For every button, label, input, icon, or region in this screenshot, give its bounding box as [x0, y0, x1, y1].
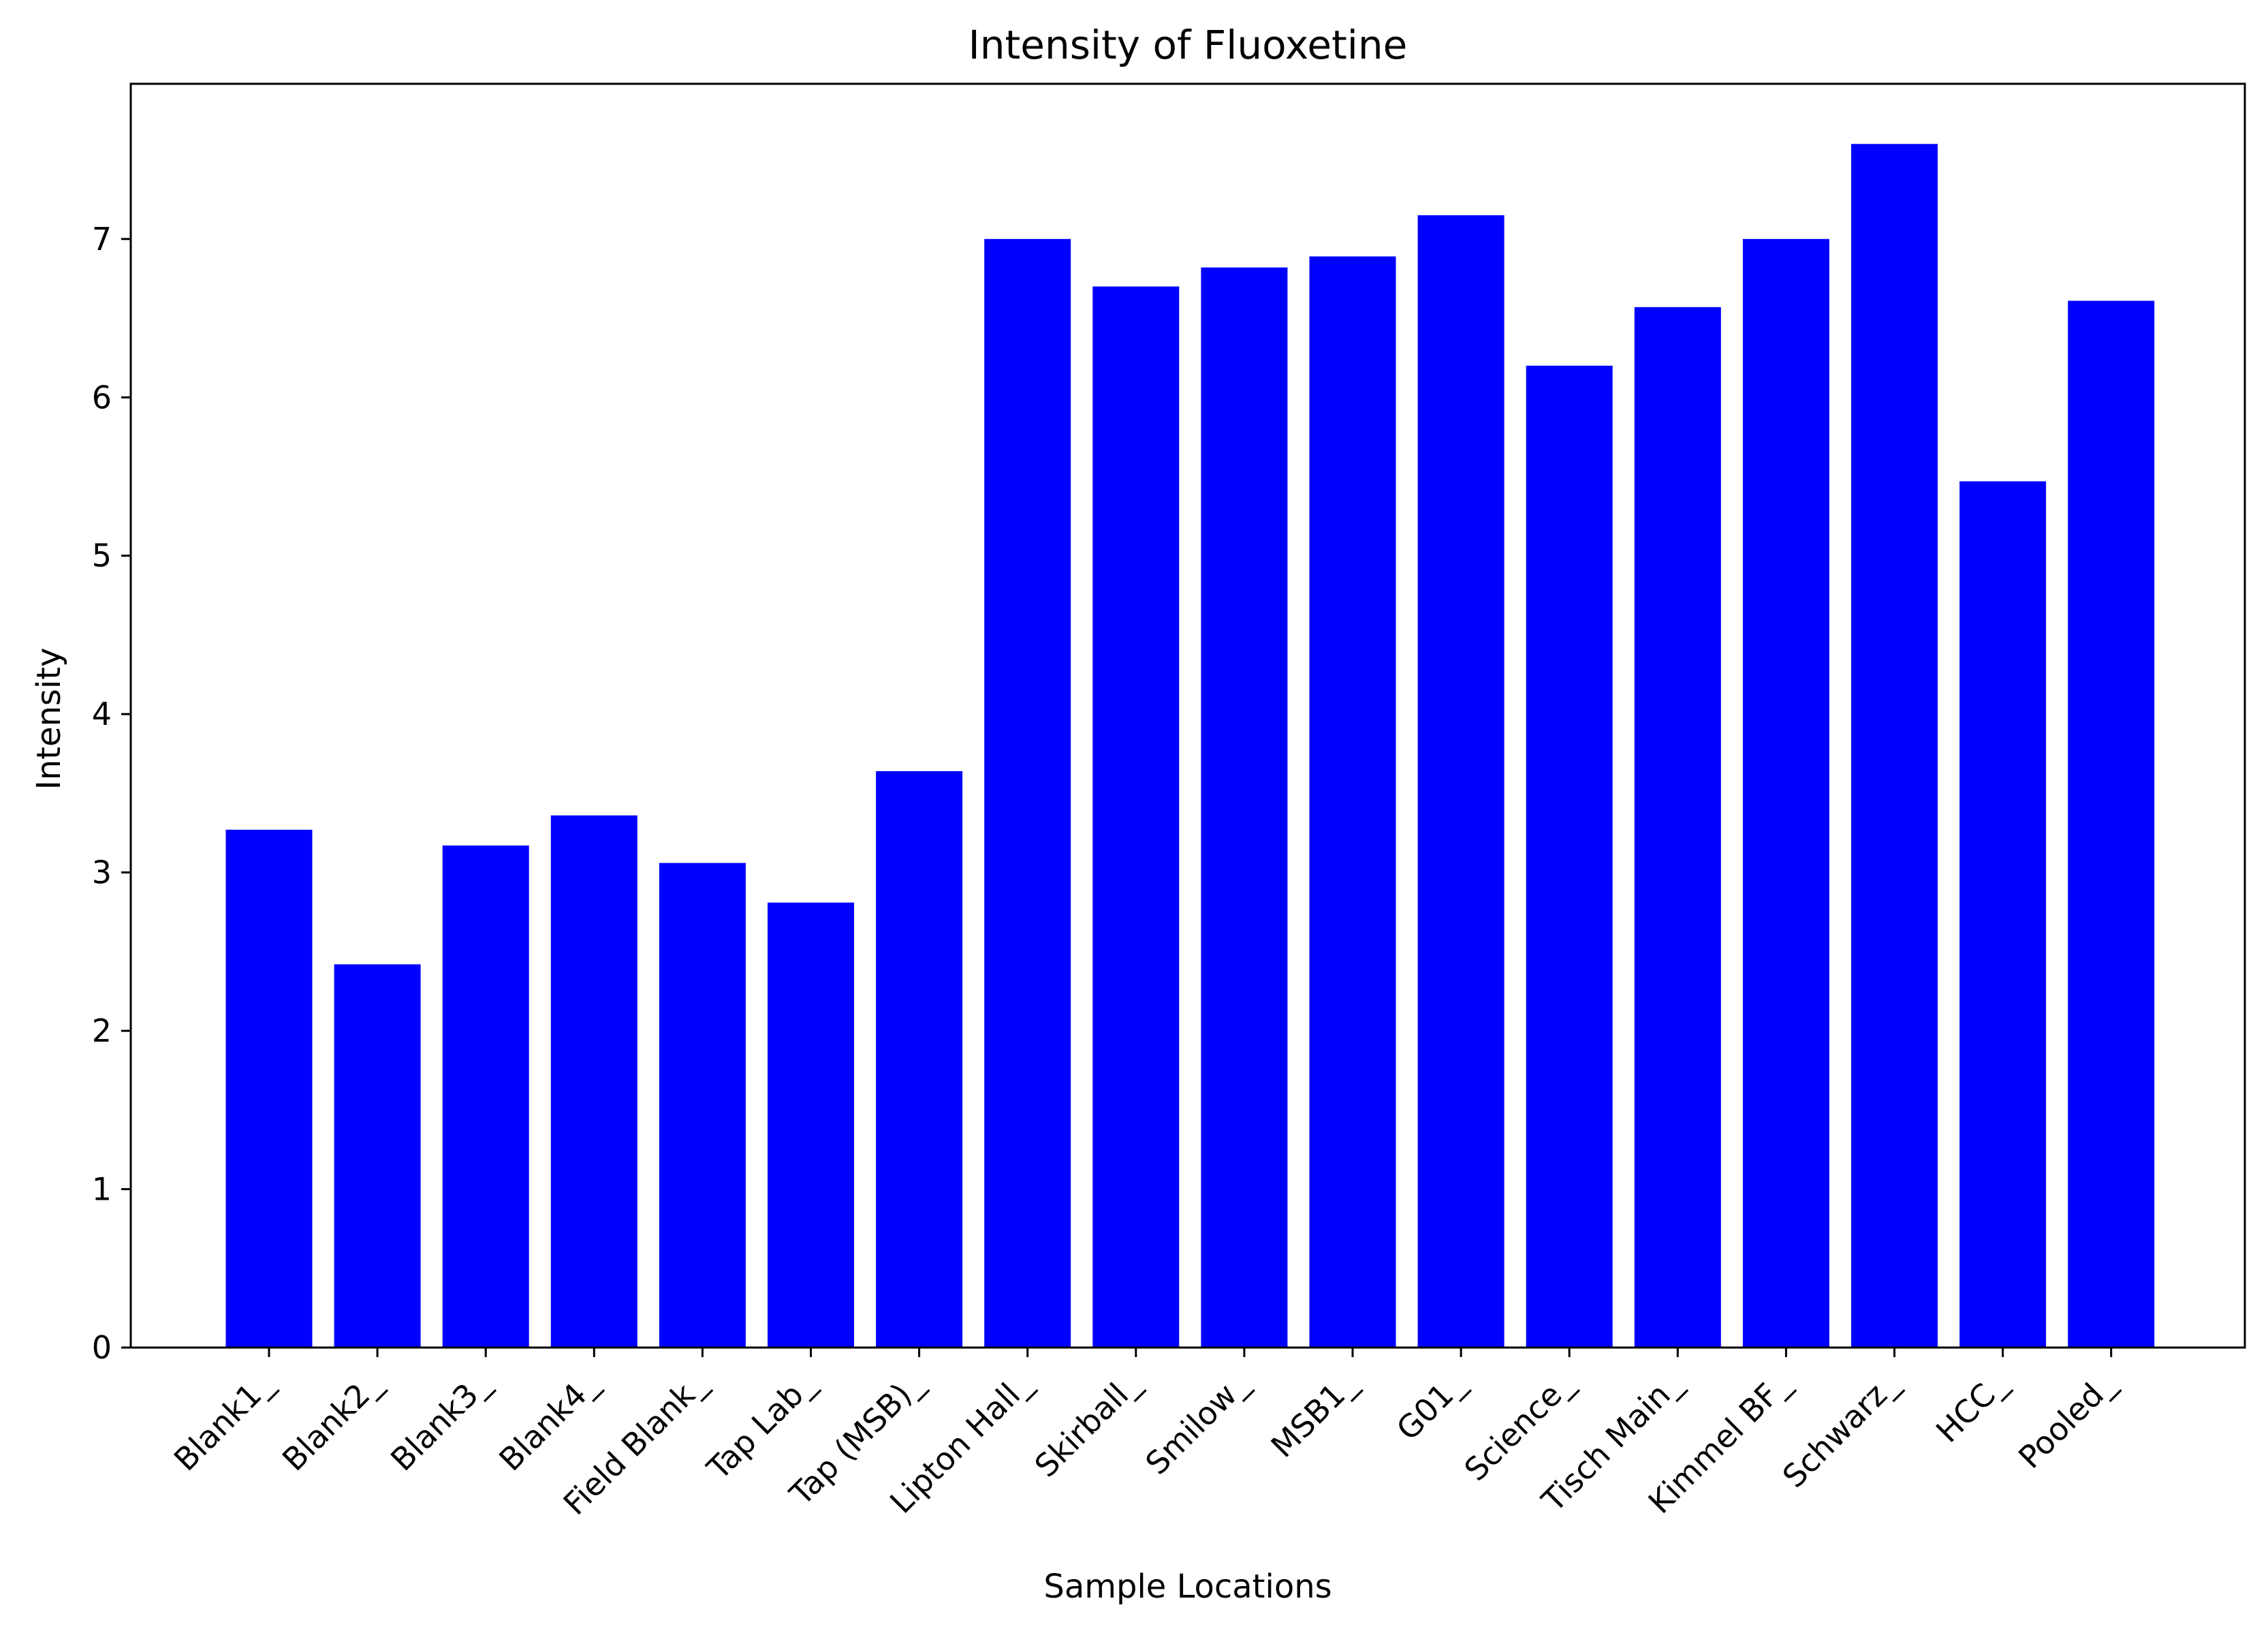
y-tick-label: 1: [92, 1171, 112, 1208]
plot-frame: [129, 82, 2246, 1349]
y-tick-label: 2: [92, 1012, 112, 1049]
bar-msb1: [1309, 256, 1396, 1348]
x-tick-label: Blank4_: [492, 1365, 605, 1478]
bar-schwarz: [1851, 144, 1938, 1348]
bar-smilow: [1201, 267, 1288, 1348]
bar-hcc: [1959, 481, 2047, 1348]
y-tick-label: 5: [92, 538, 112, 574]
x-tick-label: Blank1_: [167, 1365, 281, 1478]
bar-kimmel-bf: [1742, 238, 1829, 1348]
bar-tap-msb: [876, 771, 963, 1348]
bars-group: [225, 144, 2155, 1348]
x-tick-label: Pooled_: [2011, 1365, 2122, 1476]
x-tick-label: Blank3_: [383, 1365, 497, 1478]
y-tick-label: 0: [92, 1329, 112, 1366]
bar-blank2: [334, 964, 421, 1348]
bar-g01: [1417, 215, 1505, 1348]
bar-science: [1526, 365, 1613, 1348]
bar-tisch-main: [1634, 307, 1721, 1348]
y-tick-label: 6: [92, 379, 112, 416]
bar-field-blank: [659, 862, 746, 1348]
bar-blank1: [225, 829, 313, 1348]
x-tick-label: Smilow_: [1138, 1365, 1255, 1482]
bar-blank3: [442, 845, 529, 1348]
bar-pooled: [2068, 300, 2155, 1348]
bar-blank4: [550, 815, 637, 1348]
x-tick-label: Schwarz_: [1776, 1365, 1906, 1495]
y-axis: 0 1 2 3 4 5 6 7: [92, 221, 131, 1366]
x-tick-label: MSB1_: [1264, 1365, 1364, 1465]
bar-tap-lab: [768, 902, 854, 1348]
y-tick-label: 3: [92, 854, 112, 891]
y-tick-label: 4: [92, 696, 112, 732]
x-tick-label: HCC_: [1929, 1365, 2014, 1450]
x-tick-label: G01_: [1389, 1365, 1472, 1448]
bar-skirball: [1092, 286, 1180, 1348]
x-axis: Blank1_Blank2_Blank3_Blank4_Field Blank_…: [167, 1348, 2122, 1522]
x-axis-label: Sample Locations: [1043, 1568, 1332, 1606]
y-axis-label: Intensity: [30, 648, 68, 790]
y-tick-label: 7: [92, 221, 112, 258]
x-tick-label: Blank2_: [275, 1365, 389, 1478]
chart-title: Intensity of Fluoxetine: [968, 22, 1408, 68]
x-tick-label: Skirball_: [1028, 1365, 1148, 1484]
bar-lipton-hall: [984, 238, 1071, 1348]
